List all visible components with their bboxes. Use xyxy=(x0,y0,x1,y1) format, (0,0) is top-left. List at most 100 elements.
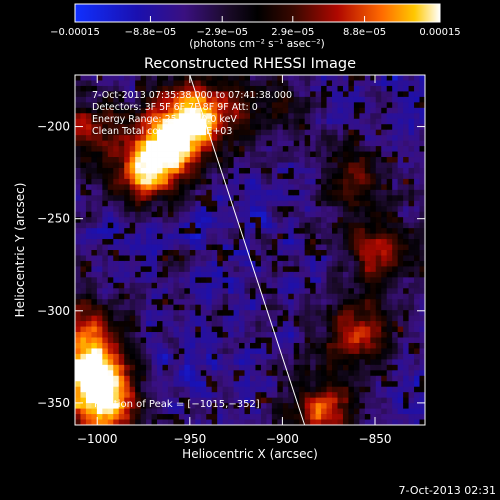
heatmap-cell xyxy=(299,85,306,92)
heatmap-cell xyxy=(217,206,224,213)
heatmap-cell xyxy=(217,80,224,87)
heatmap-cell xyxy=(173,162,180,169)
heatmap-cell xyxy=(85,217,92,224)
heatmap-cell xyxy=(250,321,256,327)
heatmap-cell xyxy=(189,271,196,278)
heatmap-cell xyxy=(129,359,136,366)
heatmap-cell xyxy=(233,184,240,191)
heatmap-cell xyxy=(293,310,300,317)
heatmap-cell xyxy=(135,146,142,152)
heatmap-cell xyxy=(260,157,267,163)
heatmap-cell xyxy=(151,342,158,349)
heatmap-cell xyxy=(370,392,377,399)
heatmap-cell xyxy=(370,332,377,338)
heatmap-cell xyxy=(178,91,185,98)
heatmap-cell xyxy=(250,310,256,317)
heatmap-cell xyxy=(419,304,425,311)
heatmap-cell xyxy=(250,370,256,377)
heatmap-cell xyxy=(288,408,295,415)
heatmap-cell xyxy=(321,397,327,404)
heatmap-cell xyxy=(195,321,202,327)
heatmap-cell xyxy=(135,255,142,262)
heatmap-cell xyxy=(408,277,415,284)
heatmap-cell xyxy=(337,375,344,382)
heatmap-cell xyxy=(228,408,234,415)
heatmap-cell xyxy=(375,288,382,295)
heatmap-cell xyxy=(397,419,404,425)
heatmap-cell xyxy=(80,332,87,338)
heatmap-cell xyxy=(91,414,98,420)
heatmap-cell xyxy=(255,124,262,131)
heatmap-cell xyxy=(75,195,81,202)
heatmap-cell xyxy=(222,375,229,382)
heatmap-cell xyxy=(217,151,224,158)
heatmap-cell xyxy=(157,217,163,224)
heatmap-cell xyxy=(85,184,92,191)
heatmap-cell xyxy=(157,299,163,306)
heatmap-cell xyxy=(288,85,295,92)
heatmap-cell xyxy=(102,277,109,284)
heatmap-cell xyxy=(118,85,125,92)
heatmap-cell xyxy=(260,228,267,234)
heatmap-cell xyxy=(397,184,404,191)
heatmap-cell xyxy=(403,239,409,245)
heatmap-cell xyxy=(228,255,234,262)
heatmap-cell xyxy=(124,118,131,125)
heatmap-cell xyxy=(304,310,311,317)
heatmap-cell xyxy=(255,282,262,289)
heatmap-cell xyxy=(75,392,81,399)
heatmap-cell xyxy=(348,277,355,284)
heatmap-cell xyxy=(233,96,240,103)
heatmap-cell xyxy=(206,250,213,256)
heatmap-cell xyxy=(342,157,349,163)
heatmap-cell xyxy=(419,271,425,278)
heatmap-cell xyxy=(288,195,295,202)
heatmap-cell xyxy=(124,228,131,234)
heatmap-cell xyxy=(80,151,87,158)
heatmap-cell xyxy=(250,403,256,409)
heatmap-cell xyxy=(96,211,103,218)
heatmap-cell xyxy=(392,359,399,366)
heatmap-cell xyxy=(167,315,174,322)
heatmap-cell xyxy=(282,135,289,142)
heatmap-cell xyxy=(386,304,393,311)
heatmap-cell xyxy=(299,266,306,273)
heatmap-cell xyxy=(124,91,131,98)
heatmap-cell xyxy=(414,200,420,207)
heatmap-cell xyxy=(277,233,284,240)
heatmap-cell xyxy=(260,337,267,344)
heatmap-cell xyxy=(200,342,207,349)
heatmap-cell xyxy=(386,310,393,317)
heatmap-cell xyxy=(85,419,92,425)
heatmap-cell xyxy=(386,315,393,322)
heatmap-cell xyxy=(271,250,278,256)
heatmap-cell xyxy=(408,228,415,234)
heatmap-cell xyxy=(348,222,355,229)
heatmap-cell xyxy=(277,228,284,234)
heatmap-cell xyxy=(222,162,229,169)
heatmap-cell xyxy=(211,375,218,382)
heatmap-cell xyxy=(140,392,147,399)
heatmap-cell xyxy=(250,80,256,87)
heatmap-cell xyxy=(200,167,207,174)
heatmap-cell xyxy=(408,113,415,120)
heatmap-cell xyxy=(419,397,425,404)
heatmap-cell xyxy=(102,195,109,202)
heatmap-cell xyxy=(299,397,306,404)
heatmap-cell xyxy=(293,80,300,87)
heatmap-cell xyxy=(85,124,92,131)
heatmap-cell xyxy=(299,140,306,147)
heatmap-cell xyxy=(348,255,355,262)
heatmap-cell xyxy=(195,118,202,125)
heatmap-cell xyxy=(107,228,114,234)
heatmap-cell xyxy=(228,386,234,393)
heatmap-cell xyxy=(167,271,174,278)
heatmap-cell xyxy=(353,277,360,284)
heatmap-cell xyxy=(266,178,273,185)
heatmap-cell xyxy=(96,167,103,174)
heatmap-cell xyxy=(239,162,245,169)
heatmap-cell xyxy=(189,386,196,393)
heatmap-cell xyxy=(113,348,120,355)
heatmap-cell xyxy=(118,397,125,404)
heatmap-cell xyxy=(260,96,267,103)
